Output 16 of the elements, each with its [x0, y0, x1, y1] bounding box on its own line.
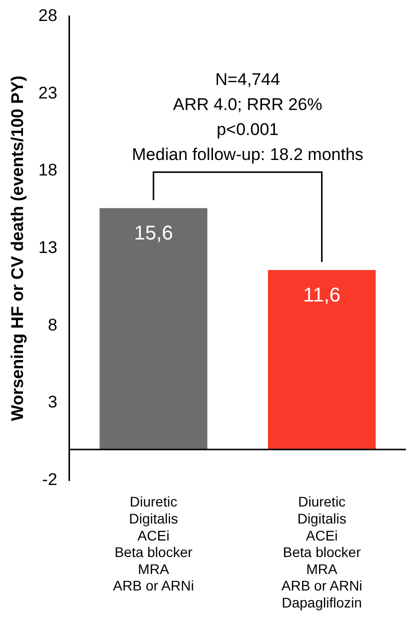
annotation: Median follow-up: 18.2 months — [132, 145, 364, 164]
data-label: 15,6 — [134, 222, 173, 245]
y-tick-label: 8 — [48, 315, 58, 334]
annotation: ARR 4.0; RRR 26% — [173, 95, 322, 114]
x-tick-label: Diuretic Digitalis ACEi Beta blocker MRA ARB or ARNi Dapagliflozin — [281, 494, 362, 610]
y-tick-label: 3 — [48, 392, 58, 412]
y-tick-label: 18 — [38, 160, 58, 180]
y-tick-label: 23 — [38, 83, 58, 102]
y-tick-label: 28 — [38, 6, 58, 25]
annotation: p<0.001 — [216, 120, 279, 140]
y-tick-label: -2 — [42, 470, 58, 490]
y-tick-label: 13 — [38, 238, 58, 257]
annotation: N=4,744 — [215, 70, 280, 90]
y-axis-title: Worsening HF or CV death (events/100 PY) — [8, 76, 27, 422]
data-label: 11,6 — [303, 284, 341, 306]
x-tick-label: Diuretic Digitalis ACEi Beta blocker MRA ARB or ARNi — [113, 494, 194, 594]
